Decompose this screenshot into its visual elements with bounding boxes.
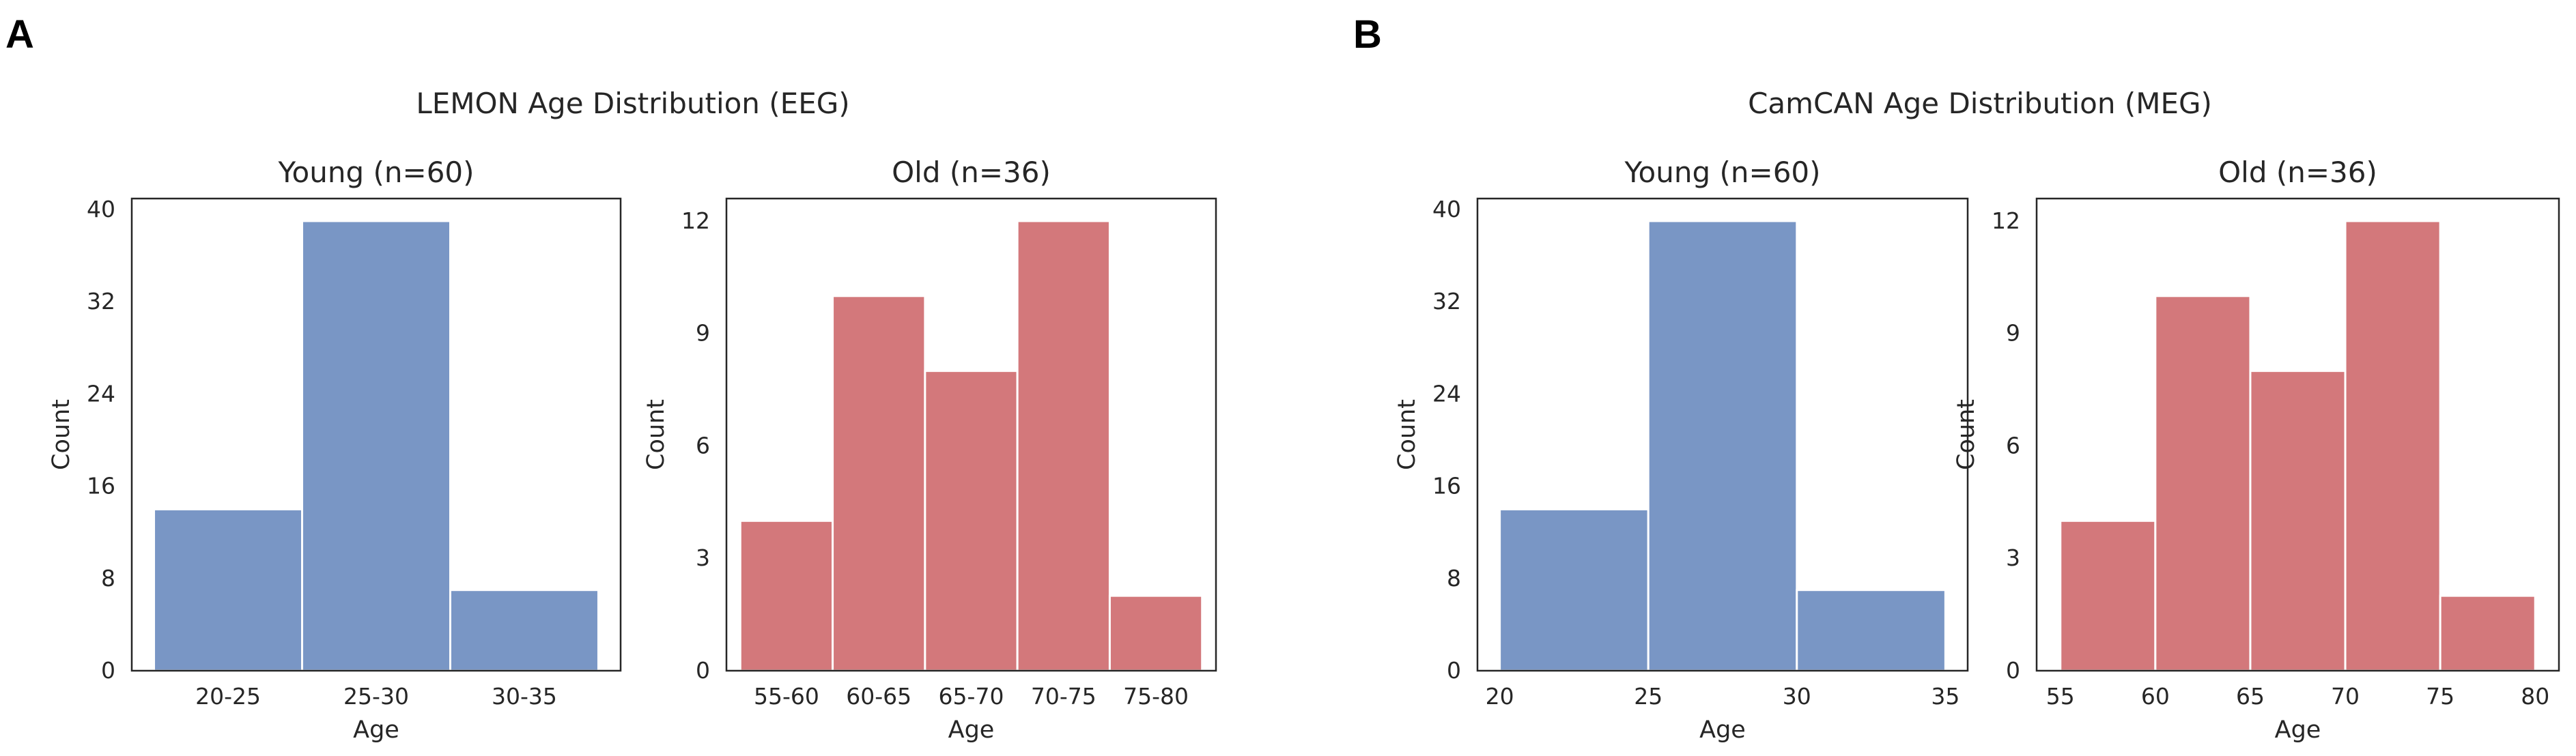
y-tick-label: 6 [696,432,710,459]
suptitle-lemon: LEMON Age Distribution (EEG) [416,87,849,120]
y-tick-label: 6 [2006,432,2020,459]
x-tick-label: 30-35 [492,683,557,710]
y-tick-label: 24 [87,380,115,407]
y-tick-label: 0 [2006,657,2020,684]
histogram-bar [1647,220,1798,672]
x-tick-label: 20 [1486,683,1514,710]
y-axis-label: Count [1953,399,1980,470]
histogram-bar [1016,220,1111,672]
histogram-bar [2154,295,2252,672]
y-tick-label: 8 [1447,565,1461,592]
x-tick-label: 30 [1783,683,1811,710]
y-tick-label: 0 [101,657,115,684]
x-tick-label: 60-65 [846,683,911,710]
y-tick-label: 24 [1432,380,1461,407]
histogram-bar [924,370,1019,672]
y-tick-label: 12 [681,207,710,234]
x-axis-label: Age [2275,716,2321,744]
x-tick-label: 55 [2046,683,2075,710]
y-tick-label: 40 [87,196,115,222]
x-axis-label: Age [948,716,995,744]
x-tick-label: 65 [2236,683,2265,710]
axes-frame [1476,197,1969,672]
suptitle-camcan: CamCAN Age Distribution (MEG) [1748,87,2212,120]
y-tick-label: 9 [2006,320,2020,347]
histogram-camcan-young: 0 8 16 24 32 40 20 25 30 35 Young (n=60) Age Count [1393,156,1969,744]
axes-frame [2035,197,2560,672]
x-tick-label: 60 [2141,683,2170,710]
histogram-bar [301,220,451,672]
y-tick-label: 0 [1447,657,1461,684]
histogram-camcan-old: 0 3 6 9 12 55 60 65 70 75 80 Old (n=36) Age Count [1953,156,2560,744]
x-tick-label: 25 [1634,683,1662,710]
x-tick-label: 70-75 [1031,683,1096,710]
axes-frame [130,197,622,672]
x-tick-label: 35 [1931,683,1959,710]
histogram-bar [1796,589,1947,672]
histogram-bar [739,519,834,672]
subplot-title: Old (n=36) [892,156,1051,189]
x-tick-label: 75-80 [1123,683,1189,710]
x-tick-label: 20-25 [195,683,261,710]
y-tick-label: 8 [101,565,115,592]
histogram-bar [2059,519,2157,672]
y-axis-label: Count [1393,399,1421,470]
x-tick-label: 75 [2426,683,2454,710]
subplot-title: Young (n=60) [1624,156,1820,189]
y-tick-label: 0 [696,657,710,684]
subplot-title: Young (n=60) [277,156,474,189]
y-tick-label: 16 [1432,473,1461,499]
histogram-bar [153,508,304,672]
x-tick-label: 25-30 [343,683,409,710]
panel-letter-a: A [5,12,34,57]
y-tick-label: 40 [1432,196,1461,222]
histogram-bar [1108,594,1204,672]
x-axis-label: Age [1699,716,1746,744]
y-tick-label: 16 [87,473,115,499]
y-tick-label: 32 [1432,288,1461,315]
histogram-bar [832,295,926,672]
panel-letter-b: B [1353,12,1382,57]
y-tick-label: 32 [87,288,115,315]
x-tick-label: 55-60 [754,683,819,710]
y-axis-label: Count [48,399,75,470]
y-tick-label: 3 [2006,544,2020,571]
y-axis-label: Count [642,399,670,470]
histogram-bar [449,589,599,672]
histogram-lemon-old: 0 3 6 9 12 55-60 60-65 65-70 70-75 75-80 Old (n=36… [642,156,1217,744]
x-tick-label: 70 [2331,683,2360,710]
y-tick-label: 12 [1992,207,2020,234]
histogram-bar [2344,220,2441,672]
x-tick-label: 65-70 [939,683,1004,710]
y-tick-label: 9 [696,320,710,347]
histogram-bar [2249,370,2347,672]
x-tick-label: 80 [2521,683,2549,710]
y-tick-label: 3 [696,544,710,571]
subplot-title: Old (n=36) [2218,156,2377,189]
axes-frame [725,197,1217,672]
histogram-lemon-young: 0 8 16 24 32 40 20-25 25-30 30-35 Young (n=60) Age… [48,156,622,744]
histogram-bar [1499,508,1650,672]
histogram-bar [2439,594,2536,672]
x-axis-label: Age [353,716,399,744]
